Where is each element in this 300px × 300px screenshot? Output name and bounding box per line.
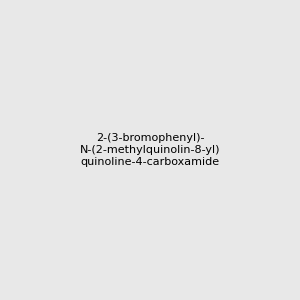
Text: 2-(3-bromophenyl)-
N-(2-methylquinolin-8-yl)
quinoline-4-carboxamide: 2-(3-bromophenyl)- N-(2-methylquinolin-8… [80, 134, 220, 166]
